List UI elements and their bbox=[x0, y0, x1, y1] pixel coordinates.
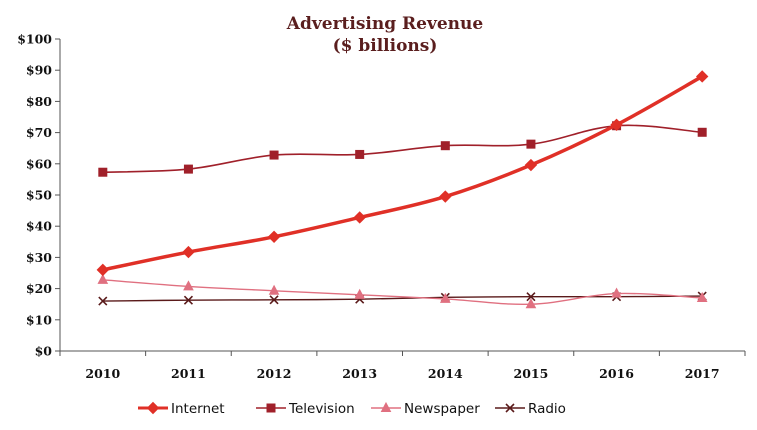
series-newspaper bbox=[97, 273, 708, 309]
series-group bbox=[96, 70, 709, 309]
x-tick-label: 2012 bbox=[257, 366, 292, 381]
data-point-radio bbox=[269, 295, 279, 305]
legend-label: Internet bbox=[171, 401, 225, 417]
data-point-newspaper bbox=[354, 288, 366, 299]
data-point-television bbox=[183, 164, 193, 174]
data-point-newspaper bbox=[268, 284, 280, 295]
data-point-television bbox=[355, 149, 365, 159]
x-tick-label: 2013 bbox=[342, 366, 377, 381]
series-line-internet bbox=[101, 74, 704, 272]
data-point-radio bbox=[98, 296, 108, 306]
y-tick-label: $100 bbox=[17, 32, 52, 47]
x-tick-label: 2014 bbox=[428, 366, 463, 381]
legend-label: Newspaper bbox=[404, 401, 480, 417]
data-point-television bbox=[98, 167, 108, 177]
y-tick-label: $40 bbox=[26, 219, 52, 234]
data-point-television bbox=[440, 141, 450, 151]
y-tick-label: $10 bbox=[26, 312, 52, 327]
legend-label: Television bbox=[288, 401, 355, 417]
y-tick-label: $70 bbox=[26, 125, 52, 140]
data-point-internet bbox=[439, 190, 452, 203]
y-tick-label: $50 bbox=[26, 188, 52, 203]
y-tick-label: $0 bbox=[35, 344, 53, 359]
data-point-newspaper bbox=[611, 287, 622, 298]
data-point-newspaper bbox=[183, 280, 194, 291]
data-point-television bbox=[526, 139, 536, 149]
data-point-internet bbox=[695, 70, 709, 83]
x-tick-label: 2010 bbox=[85, 366, 120, 381]
legend-marker bbox=[266, 403, 276, 413]
data-point-internet bbox=[610, 118, 623, 132]
legend-item-radio: Radio bbox=[495, 401, 566, 417]
x-marker-stroke bbox=[98, 296, 108, 306]
legend-item-television: Television bbox=[256, 401, 355, 417]
legend-marker bbox=[146, 401, 160, 415]
data-point-internet bbox=[182, 245, 195, 259]
series-line-television bbox=[102, 124, 703, 174]
data-point-television bbox=[269, 150, 279, 160]
y-tick-label: $90 bbox=[26, 63, 52, 78]
chart-subtitle: ($ billions) bbox=[333, 36, 438, 56]
y-tick-label: $80 bbox=[26, 94, 52, 109]
data-point-internet bbox=[353, 211, 366, 224]
data-point-newspaper bbox=[439, 292, 451, 303]
data-point-internet bbox=[267, 230, 281, 244]
chart-title: Advertising Revenue bbox=[286, 14, 484, 34]
legend-item-newspaper: Newspaper bbox=[371, 401, 480, 417]
x-tick-label: 2017 bbox=[685, 366, 720, 381]
series-line-radio bbox=[102, 295, 703, 302]
data-point-newspaper bbox=[97, 273, 109, 284]
x-tick-label: 2016 bbox=[599, 366, 634, 381]
y-tick-label: $60 bbox=[26, 156, 52, 171]
data-point-newspaper bbox=[696, 291, 708, 302]
data-point-radio bbox=[526, 292, 536, 302]
legend: Internet Television Newspaper Radio bbox=[138, 401, 566, 417]
legend-marker bbox=[505, 403, 515, 413]
axes: $0 $10 $20 $30 $40 $50 $60 $70 $80 $90 $100 2010 201… bbox=[17, 32, 746, 381]
series-line-newspaper bbox=[102, 279, 703, 306]
y-tick-label: $30 bbox=[26, 250, 52, 265]
legend-item-internet: Internet bbox=[138, 401, 225, 417]
data-point-radio bbox=[183, 295, 194, 305]
x-marker-stroke bbox=[183, 295, 194, 305]
data-point-internet bbox=[96, 263, 110, 277]
legend-marker bbox=[380, 401, 392, 412]
y-tick-label: $20 bbox=[26, 281, 52, 296]
x-marker-stroke bbox=[269, 295, 279, 305]
legend-label: Radio bbox=[528, 401, 566, 417]
data-point-internet bbox=[524, 158, 538, 172]
data-point-television bbox=[697, 127, 707, 137]
series-television bbox=[98, 121, 707, 177]
x-marker-stroke bbox=[505, 403, 515, 413]
x-tick-label: 2011 bbox=[171, 366, 206, 381]
series-internet bbox=[96, 70, 709, 277]
x-tick-label: 2015 bbox=[514, 366, 549, 381]
data-point-newspaper bbox=[525, 298, 537, 309]
x-marker-stroke bbox=[526, 292, 536, 302]
